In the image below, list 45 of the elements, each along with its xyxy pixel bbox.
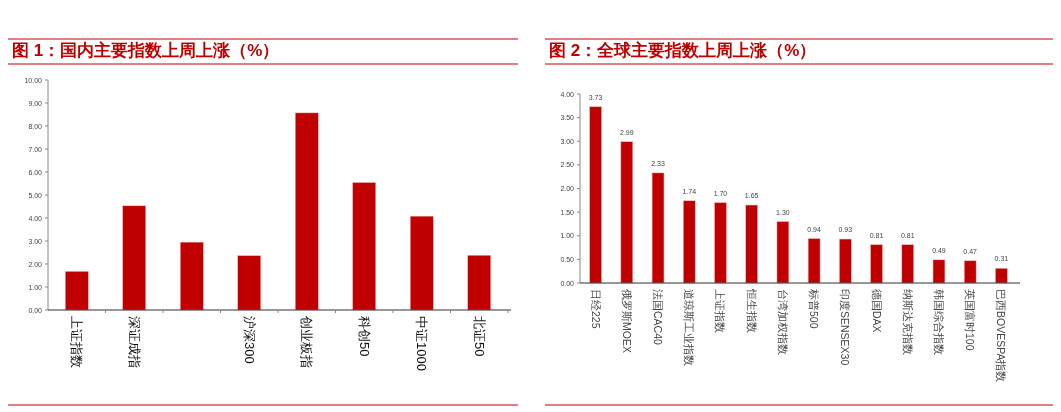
x-tick-label: 英国富时100 (964, 289, 977, 351)
bar (620, 141, 633, 284)
bar (964, 260, 977, 284)
bar (237, 255, 261, 311)
bar (714, 202, 727, 284)
x-tick-label: 上证指数 (714, 289, 727, 333)
x-tick-label: 韩国综合指数 (932, 289, 945, 355)
x-tick-label: 上证指数 (69, 316, 85, 368)
x-tick-label: 台湾加权指数 (776, 289, 789, 355)
bar (352, 182, 376, 311)
bar (745, 204, 758, 284)
x-tick-label: 日经225 (589, 289, 602, 329)
x-tick-label: 创业板指 (299, 316, 315, 368)
x-tick-label: 道琼斯工业指数 (683, 289, 696, 366)
x-tick-label: 北证50 (471, 316, 487, 357)
chart-title: 图 1：国内主要指数上周上涨（%） (12, 41, 280, 60)
bar (995, 268, 1008, 284)
x-tick-label: 印度SENSEX30 (839, 289, 852, 366)
bar (932, 259, 946, 284)
bar (467, 255, 491, 311)
bar (410, 215, 434, 311)
x-tick-label: 标普500 (808, 288, 821, 329)
bar (776, 221, 790, 284)
bar (870, 244, 883, 284)
x-tick-label: 深证成指 (126, 316, 142, 368)
x-tick-label: 沪深300 (241, 316, 257, 364)
bar (839, 238, 852, 284)
x-tick-label: 纳斯达克指数 (901, 289, 914, 355)
bar (683, 200, 696, 284)
bar (180, 241, 204, 311)
x-tick-label: 法国CAC40 (652, 289, 665, 346)
bar (901, 244, 914, 284)
x-tick-label: 俄罗斯MOEX (620, 289, 633, 353)
bar (589, 106, 602, 284)
bar (651, 172, 665, 284)
bar (807, 238, 821, 284)
x-tick-label: 德国DAX (870, 289, 883, 333)
x-tick-label: 科创50 (356, 316, 372, 357)
x-tick-label: 恒生指数 (745, 288, 758, 333)
x-tick-label: 巴西BOVESPA指数 (995, 289, 1008, 383)
bar (65, 271, 89, 311)
x-tick-label: 中证1000 (414, 316, 430, 371)
chart-title: 图 2：全球主要指数上周上涨（%） (549, 41, 817, 60)
bar (122, 205, 146, 311)
bar (295, 112, 319, 311)
